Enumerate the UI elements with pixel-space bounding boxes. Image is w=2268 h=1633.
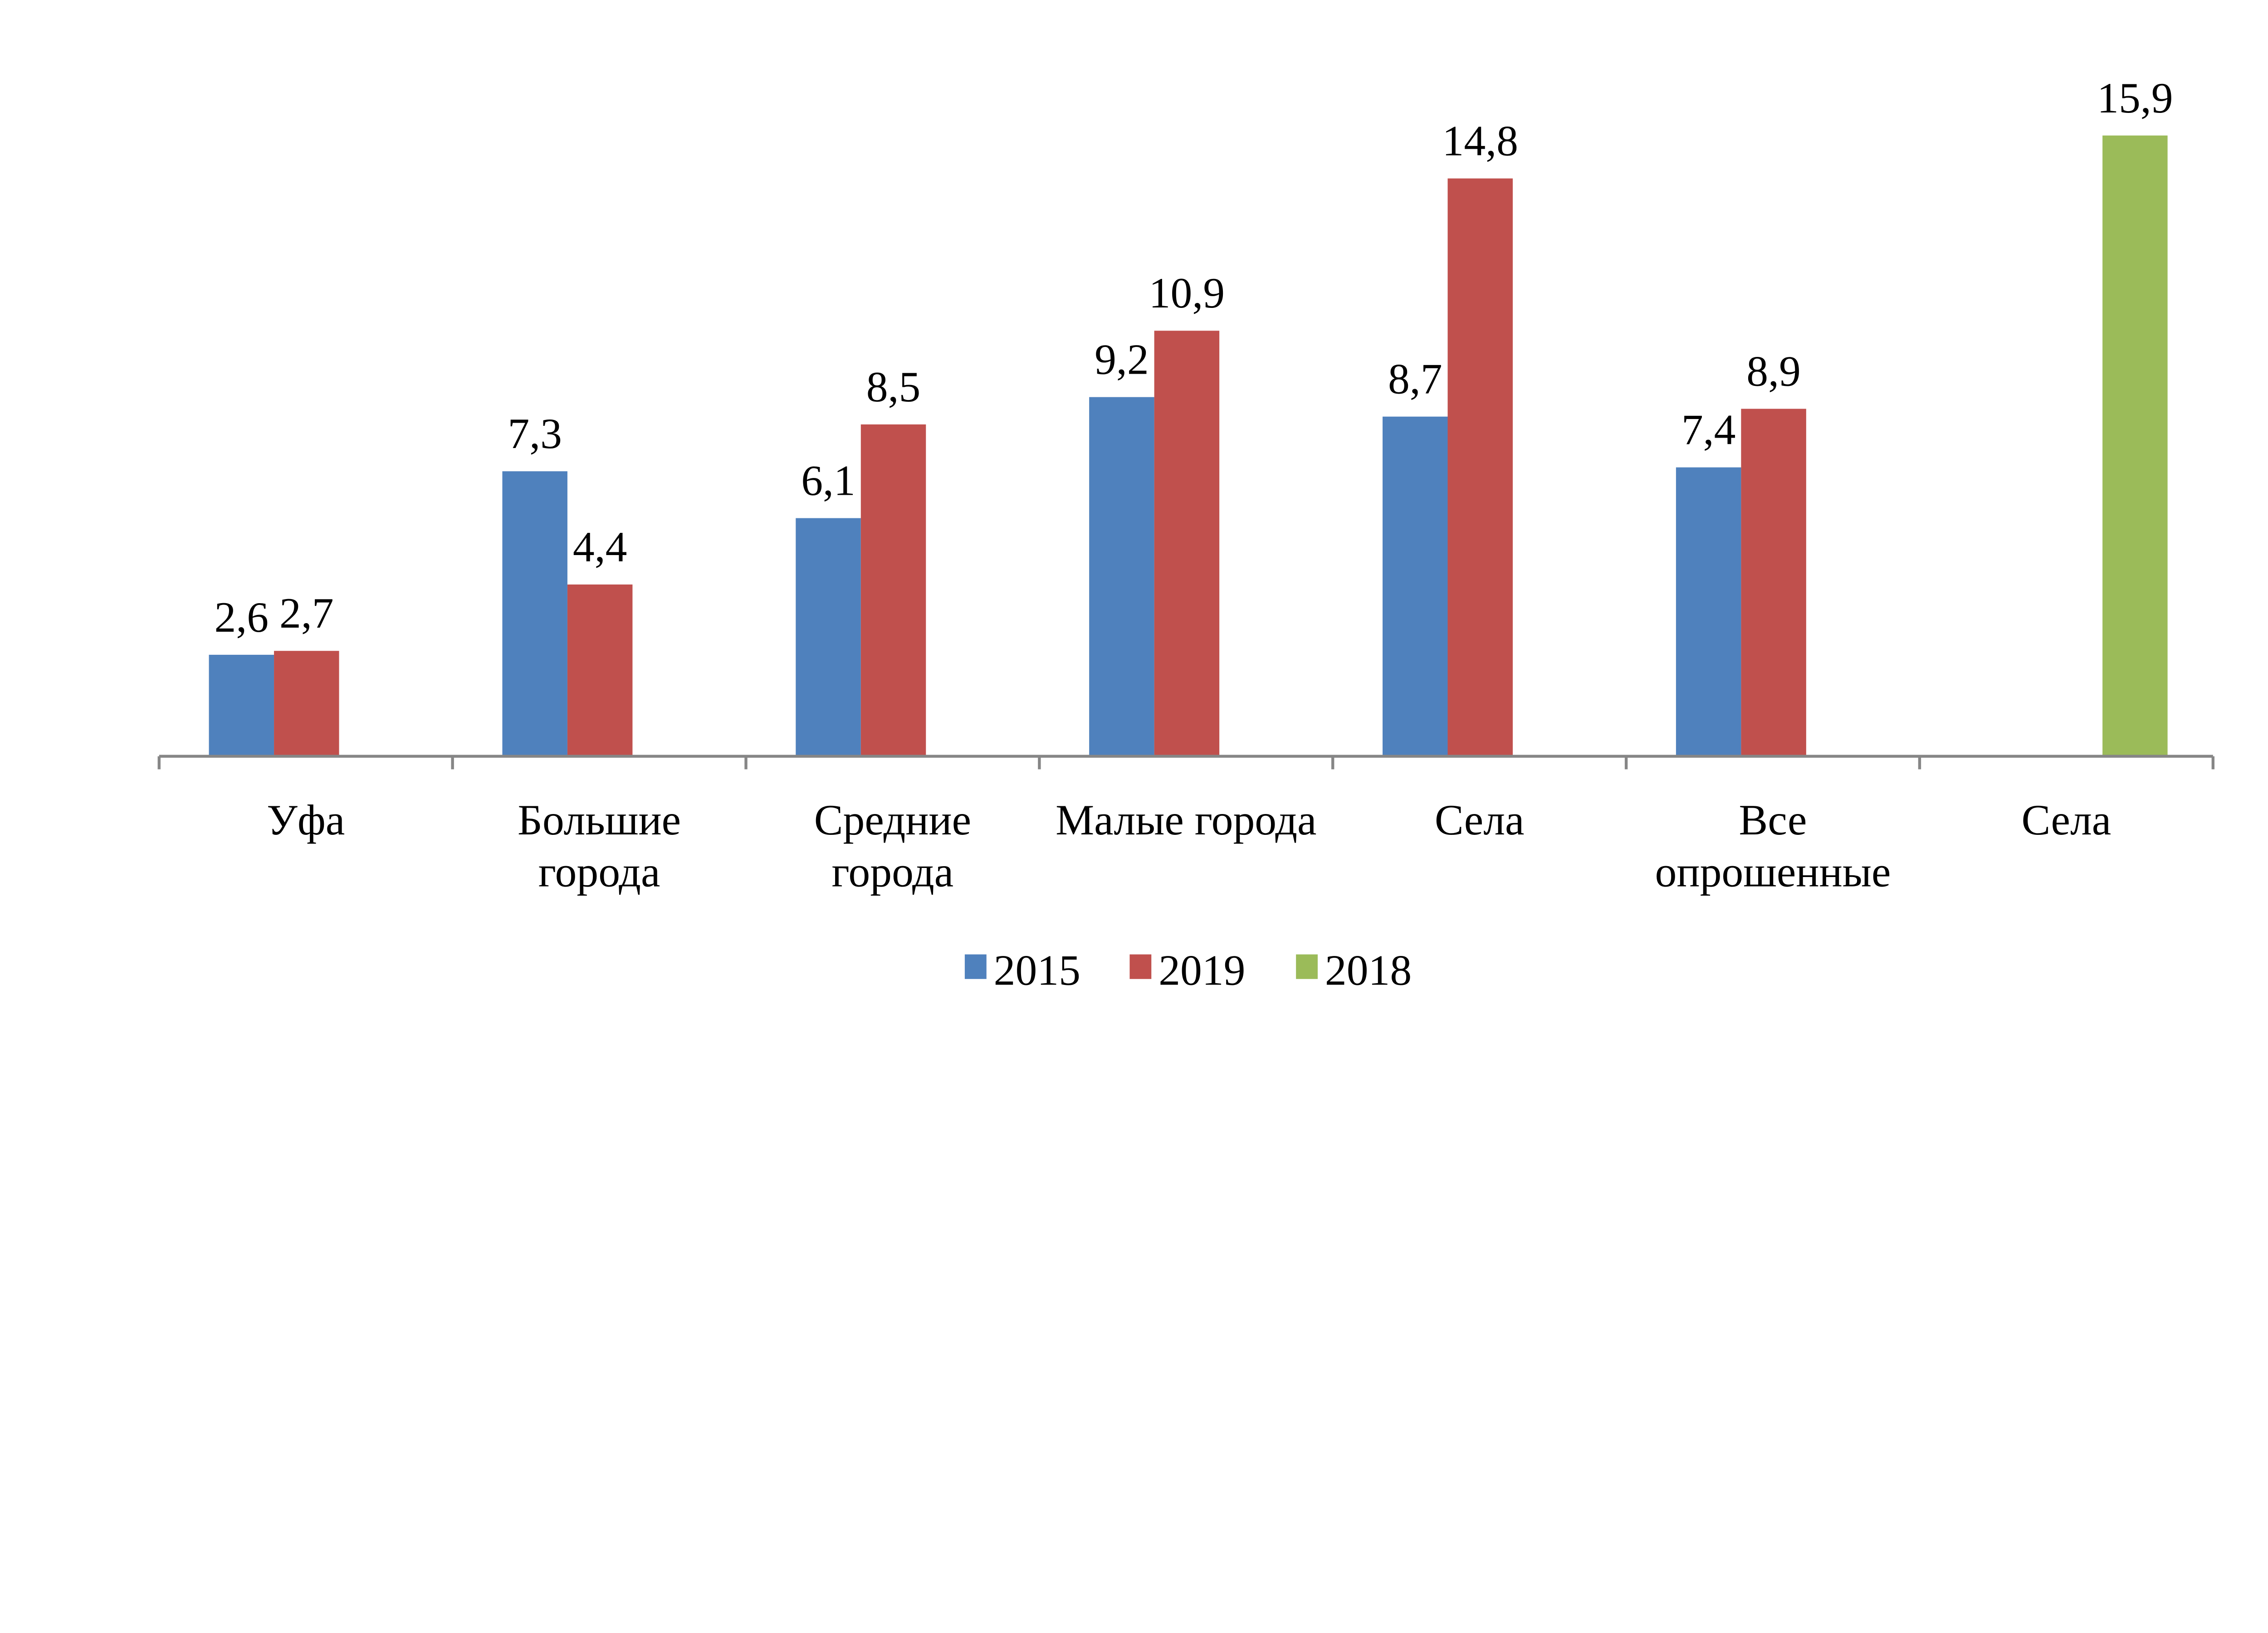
bar-2019-0	[274, 651, 339, 756]
category-label: Уфа	[267, 796, 345, 844]
category-label: Села	[2022, 796, 2112, 844]
bar-2018-6	[2102, 135, 2168, 756]
data-labels-layer: 2,6 7,3 6,1 9,2 8,7 7,4 2,7 4,4 8,5 10,9 14,8 8,9 15…	[215, 74, 2173, 641]
data-label: 14,8	[1442, 117, 1518, 165]
data-label: 2,7	[279, 589, 334, 637]
legend-label: 2019	[1158, 946, 1245, 994]
data-label: 7,4	[1681, 406, 1736, 454]
category-label: Средние	[814, 796, 971, 844]
bar-2015-2	[796, 518, 861, 756]
data-label: 8,5	[866, 363, 921, 411]
data-label: 8,7	[1388, 355, 1442, 403]
data-label: 6,1	[801, 457, 855, 505]
bars-layer	[209, 135, 2168, 756]
x-axis	[157, 755, 2215, 770]
bar-2019-4	[1447, 178, 1513, 756]
bar-2015-1	[502, 471, 567, 756]
bar-chart: 2,6 7,3 6,1 9,2 8,7 7,4 2,7 4,4 8,5 10,9 14,8 8,9 15…	[157, 74, 2215, 994]
data-label: 4,4	[573, 523, 627, 571]
category-label: Все	[1739, 796, 1807, 844]
category-label: Большие	[518, 796, 681, 844]
category-label: города	[538, 848, 660, 896]
data-label: 8,9	[1746, 347, 1801, 395]
bar-2019-5	[1741, 409, 1806, 756]
data-label: 10,9	[1149, 269, 1225, 317]
bar-2015-5	[1676, 467, 1741, 756]
legend-swatch-2019	[1129, 954, 1152, 979]
legend-swatch-2018	[1296, 954, 1318, 979]
bar-2019-1	[567, 584, 633, 756]
bar-2019-3	[1154, 331, 1220, 756]
legend-swatch-2015	[964, 954, 987, 979]
legend-label: 2018	[1325, 946, 1412, 994]
category-label: Села	[1435, 796, 1525, 844]
category-label: Малые города	[1056, 796, 1316, 844]
data-label: 15,9	[2097, 74, 2173, 122]
data-label: 9,2	[1095, 336, 1149, 384]
data-label: 2,6	[215, 593, 269, 641]
data-label: 7,3	[508, 409, 562, 458]
bar-2015-0	[209, 654, 274, 756]
legend-label: 2015	[994, 946, 1080, 994]
bar-2015-4	[1383, 416, 1448, 756]
category-label: города	[832, 848, 954, 896]
legend: 2015 2019 2018	[964, 946, 1412, 994]
bar-2019-2	[860, 424, 926, 756]
bar-2015-3	[1089, 397, 1154, 756]
category-label: опрошенные	[1655, 848, 1891, 896]
